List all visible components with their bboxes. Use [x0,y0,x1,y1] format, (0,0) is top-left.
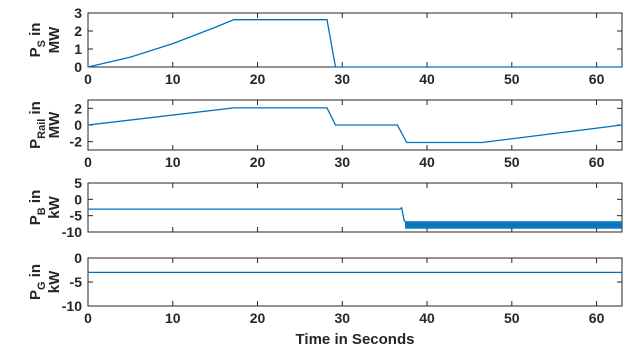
x-tick-label: 10 [165,154,181,170]
y-axis-label: PG in [27,264,48,300]
x-tick-label: 0 [84,154,92,170]
series-line-1 [87,19,622,68]
y-axis-unit: kW [46,195,63,218]
y-tick-label: 2 [74,23,82,39]
x-tick-label: 40 [419,154,435,170]
y-axis-unit: MW [46,26,63,53]
y-label-in: in [27,101,44,119]
y-tick-label: 3 [74,5,82,21]
x-tick-label: 20 [250,154,266,170]
x-tick-label: 40 [419,71,435,87]
y-axis-label: PRail in [27,101,48,149]
y-tick-label: 0 [74,250,82,266]
x-tick-label: 50 [504,71,520,87]
y-axis-unit: kW [46,270,63,293]
x-tick-label: 30 [334,310,350,326]
y-label-symbol: P [27,290,44,300]
x-tick-label: 60 [589,310,605,326]
x-tick-label: 20 [250,310,266,326]
x-tick-label: 10 [165,310,181,326]
y-tick-label: 1 [74,41,82,57]
y-label-subscript: Rail [36,119,48,139]
y-tick-label: -5 [70,208,83,224]
y-label-subscript: B [36,207,48,215]
x-tick-label: 60 [589,154,605,170]
x-tick-label: 40 [419,310,435,326]
y-tick-label: 2 [74,100,82,116]
x-tick-label: 30 [334,71,350,87]
y-tick-label: -10 [62,298,82,314]
x-tick-label: 60 [589,71,605,87]
y-tick-label: 0 [74,117,82,133]
y-tick-label: -5 [70,274,83,290]
y-label-symbol: P [27,215,44,225]
x-tick-label: 10 [165,71,181,87]
axes-box [87,12,623,68]
y-axis-label: PS in [27,23,48,58]
x-tick-label: 0 [84,310,92,326]
y-tick-label: -2 [70,134,83,150]
y-label-symbol: P [27,139,44,149]
y-axis-unit: MW [46,111,63,138]
y-label-in: in [27,23,44,41]
subplot-3: -10-505 PB in kW [27,175,623,240]
y-tick-label: 0 [74,59,82,75]
y-label-subscript: G [36,281,48,290]
axes-box [87,257,623,307]
series-line-1 [88,206,622,226]
series-line-1 [87,107,623,144]
y-tick-label: 0 [74,191,82,207]
y-tick-label: -10 [62,224,82,240]
x-tick-label: 20 [250,71,266,87]
x-axis-label: Time in Seconds [296,331,415,348]
y-label-in: in [27,190,44,208]
x-tick-label: 50 [504,154,520,170]
y-label-symbol: P [27,47,44,57]
y-label-subscript: S [36,40,48,47]
x-tick-label: 50 [504,310,520,326]
x-tick-label: 0 [84,71,92,87]
subplot-4: -10 -5 0 0 10 20 30 40 50 60 PG in kW [27,250,623,326]
y-tick-label: 5 [74,175,82,191]
y-label-in: in [27,264,44,282]
y-axis-label: PB in [27,190,48,225]
x-tick-label: 30 [334,154,350,170]
